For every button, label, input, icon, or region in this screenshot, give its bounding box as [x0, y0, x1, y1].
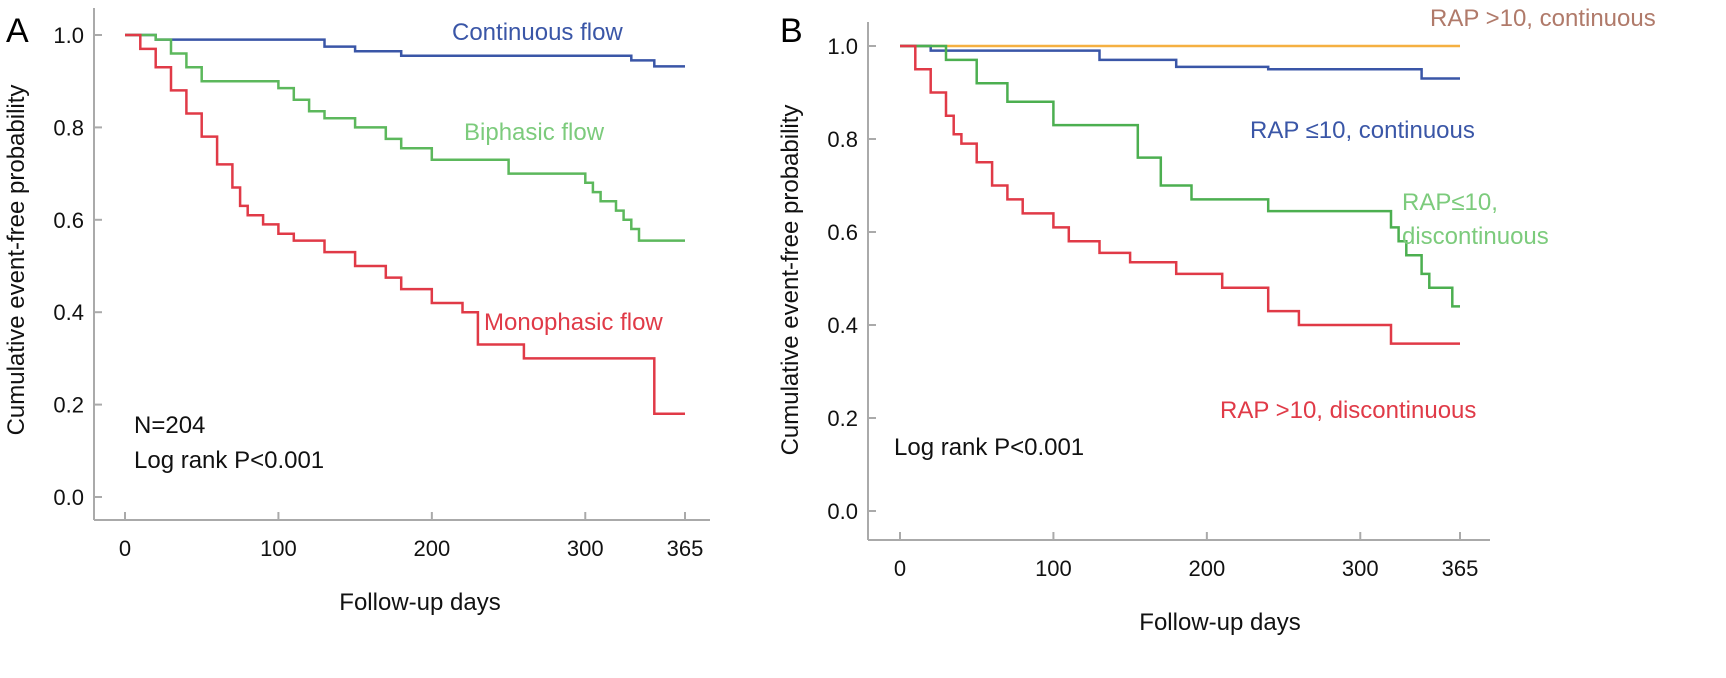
- panel-b-y-tick-label-5: 1.0: [827, 34, 858, 59]
- panel-b-x-tick-label-4: 365: [1442, 556, 1479, 581]
- panel-a-x-tick-label-3: 300: [567, 536, 604, 561]
- panel-b-x-ticks: 0 100 200 300 365: [894, 532, 1478, 581]
- panel-a-series-line-continuous-flow: [125, 33, 685, 68]
- panel-b-y-tick-label-0: 0.0: [827, 499, 858, 524]
- panel-b-x-axis-title: Follow-up days: [1139, 609, 1300, 636]
- series-label-rap-gt10-continuous: RAP >10, continuous: [1430, 5, 1656, 32]
- panel-a-y-ticks: 0.0 0.2 0.4 0.6 0.8 1.0: [53, 23, 102, 510]
- panel-b-x-tick-label-1: 100: [1035, 556, 1072, 581]
- panel-a-x-ticks: 0 100 200 300 365: [119, 512, 703, 561]
- series-label-continuous-flow: Continuous flow: [452, 19, 623, 46]
- panel-a-x-tick-label-2: 200: [413, 536, 450, 561]
- panel-b-x-tick-label-3: 300: [1342, 556, 1379, 581]
- panel-a-y-tick-label-5: 1.0: [53, 23, 84, 48]
- panel-b-y-axis-title: Cumulative event-free probability: [777, 105, 804, 456]
- panel-b-y-tick-label-4: 0.8: [827, 127, 858, 152]
- panel-b-series-line-rap-10-continuous: [900, 44, 1460, 80]
- panel-a-letter: A: [6, 12, 29, 50]
- panel-a: A 0.0 0.2 0.4 0.6 0.8 1.0 0 100 200 300 365 Follo…: [3, 8, 710, 616]
- panel-a-y-tick-label-3: 0.6: [53, 208, 84, 233]
- panel-a-y-tick-label-4: 0.8: [53, 115, 84, 140]
- series-label-biphasic-flow: Biphasic flow: [464, 119, 605, 146]
- panel-b-series-lines: [900, 44, 1460, 345]
- series-label-rap-le10-continuous: RAP ≤10, continuous: [1250, 117, 1475, 144]
- series-label-monophasic-flow: Monophasic flow: [484, 309, 663, 336]
- panel-b-x-tick-label-0: 0: [894, 556, 906, 581]
- panel-a-series-lines: [125, 33, 685, 416]
- panel-a-x-tick-label-4: 365: [667, 536, 704, 561]
- panel-b-y-tick-label-2: 0.4: [827, 313, 858, 338]
- panel-a-x-axis-title: Follow-up days: [339, 589, 500, 616]
- panel-a-y-axis-title: Cumulative event-free probability: [3, 85, 30, 436]
- panel-a-y-tick-label-1: 0.2: [53, 393, 84, 418]
- series-label-rap-gt10-discontinuous: RAP >10, discontinuous: [1220, 397, 1476, 424]
- panel-b-log-rank: Log rank P<0.001: [894, 434, 1084, 461]
- panel-a-y-tick-label-0: 0.0: [53, 485, 84, 510]
- series-label-rap-le10-discontinuous-line1: RAP≤10,: [1402, 189, 1498, 216]
- panel-a-y-tick-label-2: 0.4: [53, 300, 84, 325]
- panel-b-letter: B: [780, 12, 803, 50]
- panel-a-x-tick-label-1: 100: [260, 536, 297, 561]
- panel-b: B 0.0 0.2 0.4 0.6 0.8 1.0 0 100 200 300 365 Follo…: [777, 5, 1656, 636]
- panel-a-log-rank: Log rank P<0.001: [134, 447, 324, 474]
- panel-a-series-line-monophasic-flow: [125, 33, 685, 416]
- panel-a-series-line-biphasic-flow: [125, 33, 685, 242]
- panel-b-y-ticks: 0.0 0.2 0.4 0.6 0.8 1.0: [827, 34, 876, 524]
- panel-b-y-tick-label-3: 0.6: [827, 220, 858, 245]
- panel-b-series-line-rap-10-discontinuous: [900, 44, 1460, 345]
- panel-b-x-tick-label-2: 200: [1188, 556, 1225, 581]
- panel-b-y-tick-label-1: 0.2: [827, 406, 858, 431]
- panel-b-series-line-rap-10-discontinuous: [900, 44, 1460, 308]
- panel-a-x-tick-label-0: 0: [119, 536, 131, 561]
- panel-a-sample-size: N=204: [134, 412, 205, 439]
- series-label-rap-le10-discontinuous-line2: discontinuous: [1402, 223, 1549, 250]
